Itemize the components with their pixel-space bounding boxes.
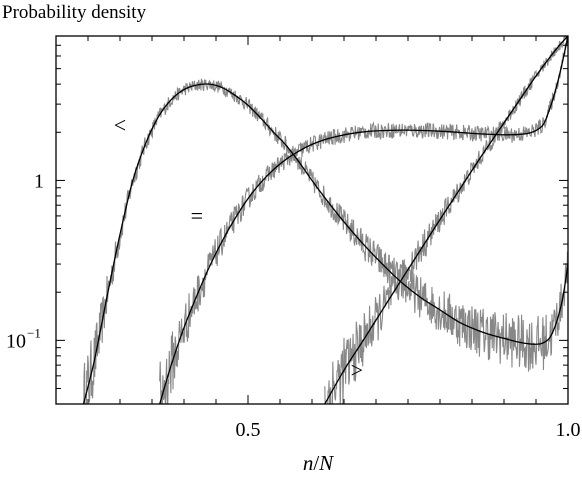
noisy-data-layer bbox=[83, 36, 568, 404]
series-noise-2 bbox=[324, 36, 568, 404]
tick-layer: 0.5 1.0 1 10 −1 bbox=[6, 36, 581, 441]
x-axis-label: n/N bbox=[303, 451, 334, 475]
series-noise-1 bbox=[159, 36, 568, 404]
x-tick-label: 1.0 bbox=[556, 419, 581, 441]
annotation-layer: < = > bbox=[114, 113, 363, 383]
series-annotation: = bbox=[191, 203, 203, 228]
series-annotation: < bbox=[114, 113, 126, 138]
model-curve-layer bbox=[82, 36, 568, 404]
series-noise-0 bbox=[83, 78, 568, 404]
y-tick-label-exponent: −1 bbox=[27, 325, 41, 340]
y-axis-label: Probability density bbox=[2, 2, 147, 23]
series-curve-1 bbox=[159, 36, 568, 404]
series-curve-0 bbox=[82, 83, 568, 404]
x-axis-label-N: N bbox=[318, 451, 334, 475]
x-axis-label-sep: / bbox=[313, 451, 319, 475]
y-tick-label: 10 bbox=[6, 330, 26, 352]
plot-frame bbox=[55, 35, 569, 405]
series-annotation: > bbox=[351, 357, 363, 382]
x-tick-label: 0.5 bbox=[236, 419, 261, 441]
x-axis-label-n: n bbox=[303, 451, 314, 475]
series-curve-2 bbox=[324, 36, 568, 404]
y-tick-label: 1 bbox=[34, 170, 44, 192]
